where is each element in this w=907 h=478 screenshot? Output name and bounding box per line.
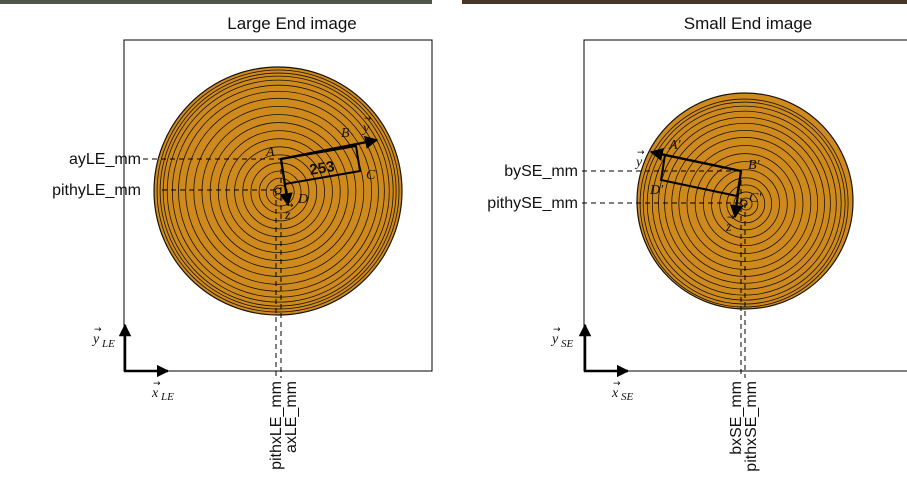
small-end-axis-x-base: x [611, 386, 619, 401]
small-end-vector-z-arrow-icon: → [727, 213, 735, 223]
growth-ring [178, 90, 379, 292]
growth-ring [702, 161, 788, 247]
small-end-point-c: C′ [749, 191, 762, 206]
growth-ring [719, 177, 773, 231]
small-end-bx-label: bxSE_mm [728, 381, 745, 455]
large-end-disc [153, 66, 403, 316]
small-end-guide-lines [582, 170, 746, 378]
large-end-vector-z-label: z [284, 208, 291, 223]
small-end-point-d: D′ [649, 183, 664, 198]
growth-ring [642, 101, 846, 305]
large-end-axis-x-label: → x LE [151, 379, 174, 403]
small-end-by-label: bySE_mm [504, 163, 578, 180]
small-end-axis-y-sub: SE [561, 338, 574, 350]
large-end-axis-y-sub: LE [101, 338, 115, 350]
large-end-axis-x-base: x [151, 386, 159, 401]
growth-ring [726, 184, 766, 224]
small-end-frame [583, 39, 907, 372]
large-end-ay-label: ayLE_mm [69, 151, 141, 168]
growth-ring [250, 162, 310, 222]
growth-ring [226, 138, 333, 246]
growth-ring [733, 191, 759, 217]
small-end-growth-rings [639, 98, 849, 308]
small-end-vector-y-label: y [634, 155, 643, 170]
small-end-point-b: B′ [748, 158, 761, 173]
growth-ring [694, 153, 796, 254]
small-end-vector-y-arrow-icon: → [637, 148, 645, 158]
growth-ring [651, 110, 837, 296]
large-end-axis-x-sub: LE [160, 391, 174, 403]
small-end-axis-x-label: → x SE [611, 379, 634, 403]
large-end-frame [123, 39, 433, 372]
large-end-box-value: 253 [308, 158, 335, 179]
large-end-point-c: C [366, 168, 376, 183]
growth-ring [185, 97, 373, 285]
small-end-axis-y-arrow-icon: → [553, 325, 561, 335]
large-end-axis-y-arrow-icon: → [94, 325, 102, 335]
large-end-axis-y-label: → y LE [91, 325, 115, 350]
growth-ring [711, 169, 780, 239]
large-end-pithx-label: pithxLE_mm [268, 381, 285, 470]
large-end-title: Large End image [227, 14, 356, 33]
large-end-axis-x-arrow-icon: → [153, 379, 161, 389]
small-end-axis-y-base: y [550, 332, 559, 347]
small-end-z-vector [729, 170, 744, 219]
large-end-panel: Large End image 253 A B C D y → z → ayLE… [52, 14, 433, 470]
growth-ring [258, 170, 302, 214]
growth-ring [739, 197, 753, 211]
growth-ring [201, 114, 357, 269]
large-end-vector-z-arrow-icon: → [286, 201, 294, 211]
small-end-pithx-label: pithxSE_mm [743, 381, 760, 472]
small-end-vector-z-label: z [725, 220, 732, 235]
large-end-point-b: B [341, 126, 350, 141]
large-end-vector-y-arrow-icon: → [364, 114, 372, 124]
large-end-axis-y-base: y [91, 332, 100, 347]
small-end-disc [636, 92, 854, 310]
small-end-title: Small End image [684, 14, 813, 33]
large-end-y-vector [280, 135, 379, 161]
growth-ring [217, 130, 341, 254]
growth-ring [193, 105, 365, 277]
large-end-growth-rings [156, 69, 400, 313]
growth-ring [156, 69, 400, 313]
large-end-ax-label: axLE_mm [283, 381, 300, 453]
growth-ring [234, 146, 325, 238]
growth-ring [159, 72, 397, 310]
small-end-point-a: A′ [668, 138, 682, 153]
large-end-z-vector [279, 158, 293, 207]
small-end-y-vector [649, 147, 742, 173]
large-end-point-a: A [265, 145, 275, 160]
small-end-axis-x-arrow-icon: → [613, 379, 621, 389]
small-end-panel: Small End image A′ B′ C′ D′ y → z → bySE… [487, 14, 907, 472]
large-end-point-d: D [297, 192, 308, 207]
small-end-axis-y-label: → y SE [550, 325, 574, 350]
small-end-pithy-label: pithySE_mm [487, 195, 578, 212]
small-end-axis-x-sub: SE [621, 391, 634, 403]
growth-ring [171, 84, 385, 298]
large-end-vector-y-label: y [361, 121, 370, 136]
small-end-photo-strip [462, 0, 907, 4]
large-end-photo-strip [0, 0, 432, 4]
growth-ring [242, 154, 318, 230]
growth-ring [166, 79, 390, 303]
growth-ring [209, 122, 349, 261]
growth-ring [162, 75, 394, 307]
large-end-pithy-label: pithyLE_mm [52, 182, 141, 199]
